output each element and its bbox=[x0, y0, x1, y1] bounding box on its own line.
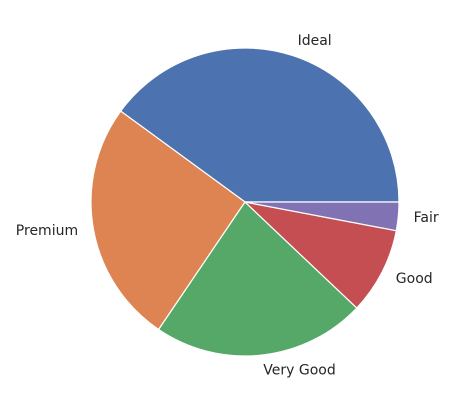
pie-slices bbox=[90, 47, 400, 357]
pie-label-fair: Fair bbox=[414, 210, 439, 226]
pie-label-good: Good bbox=[396, 271, 433, 287]
pie-label-very-good: Very Good bbox=[263, 362, 335, 378]
pie-slice-good bbox=[244, 201, 397, 309]
pie-label-ideal: Ideal bbox=[298, 33, 332, 49]
pie-slice-premium bbox=[90, 110, 246, 331]
pie-slice-ideal bbox=[120, 47, 400, 203]
pie-label-premium: Premium bbox=[16, 223, 78, 239]
pie-slice-very-good bbox=[157, 201, 358, 357]
pie-labels: Ideal Premium Very Good Good Fair bbox=[16, 33, 439, 378]
pie-slice-fair bbox=[244, 201, 400, 232]
